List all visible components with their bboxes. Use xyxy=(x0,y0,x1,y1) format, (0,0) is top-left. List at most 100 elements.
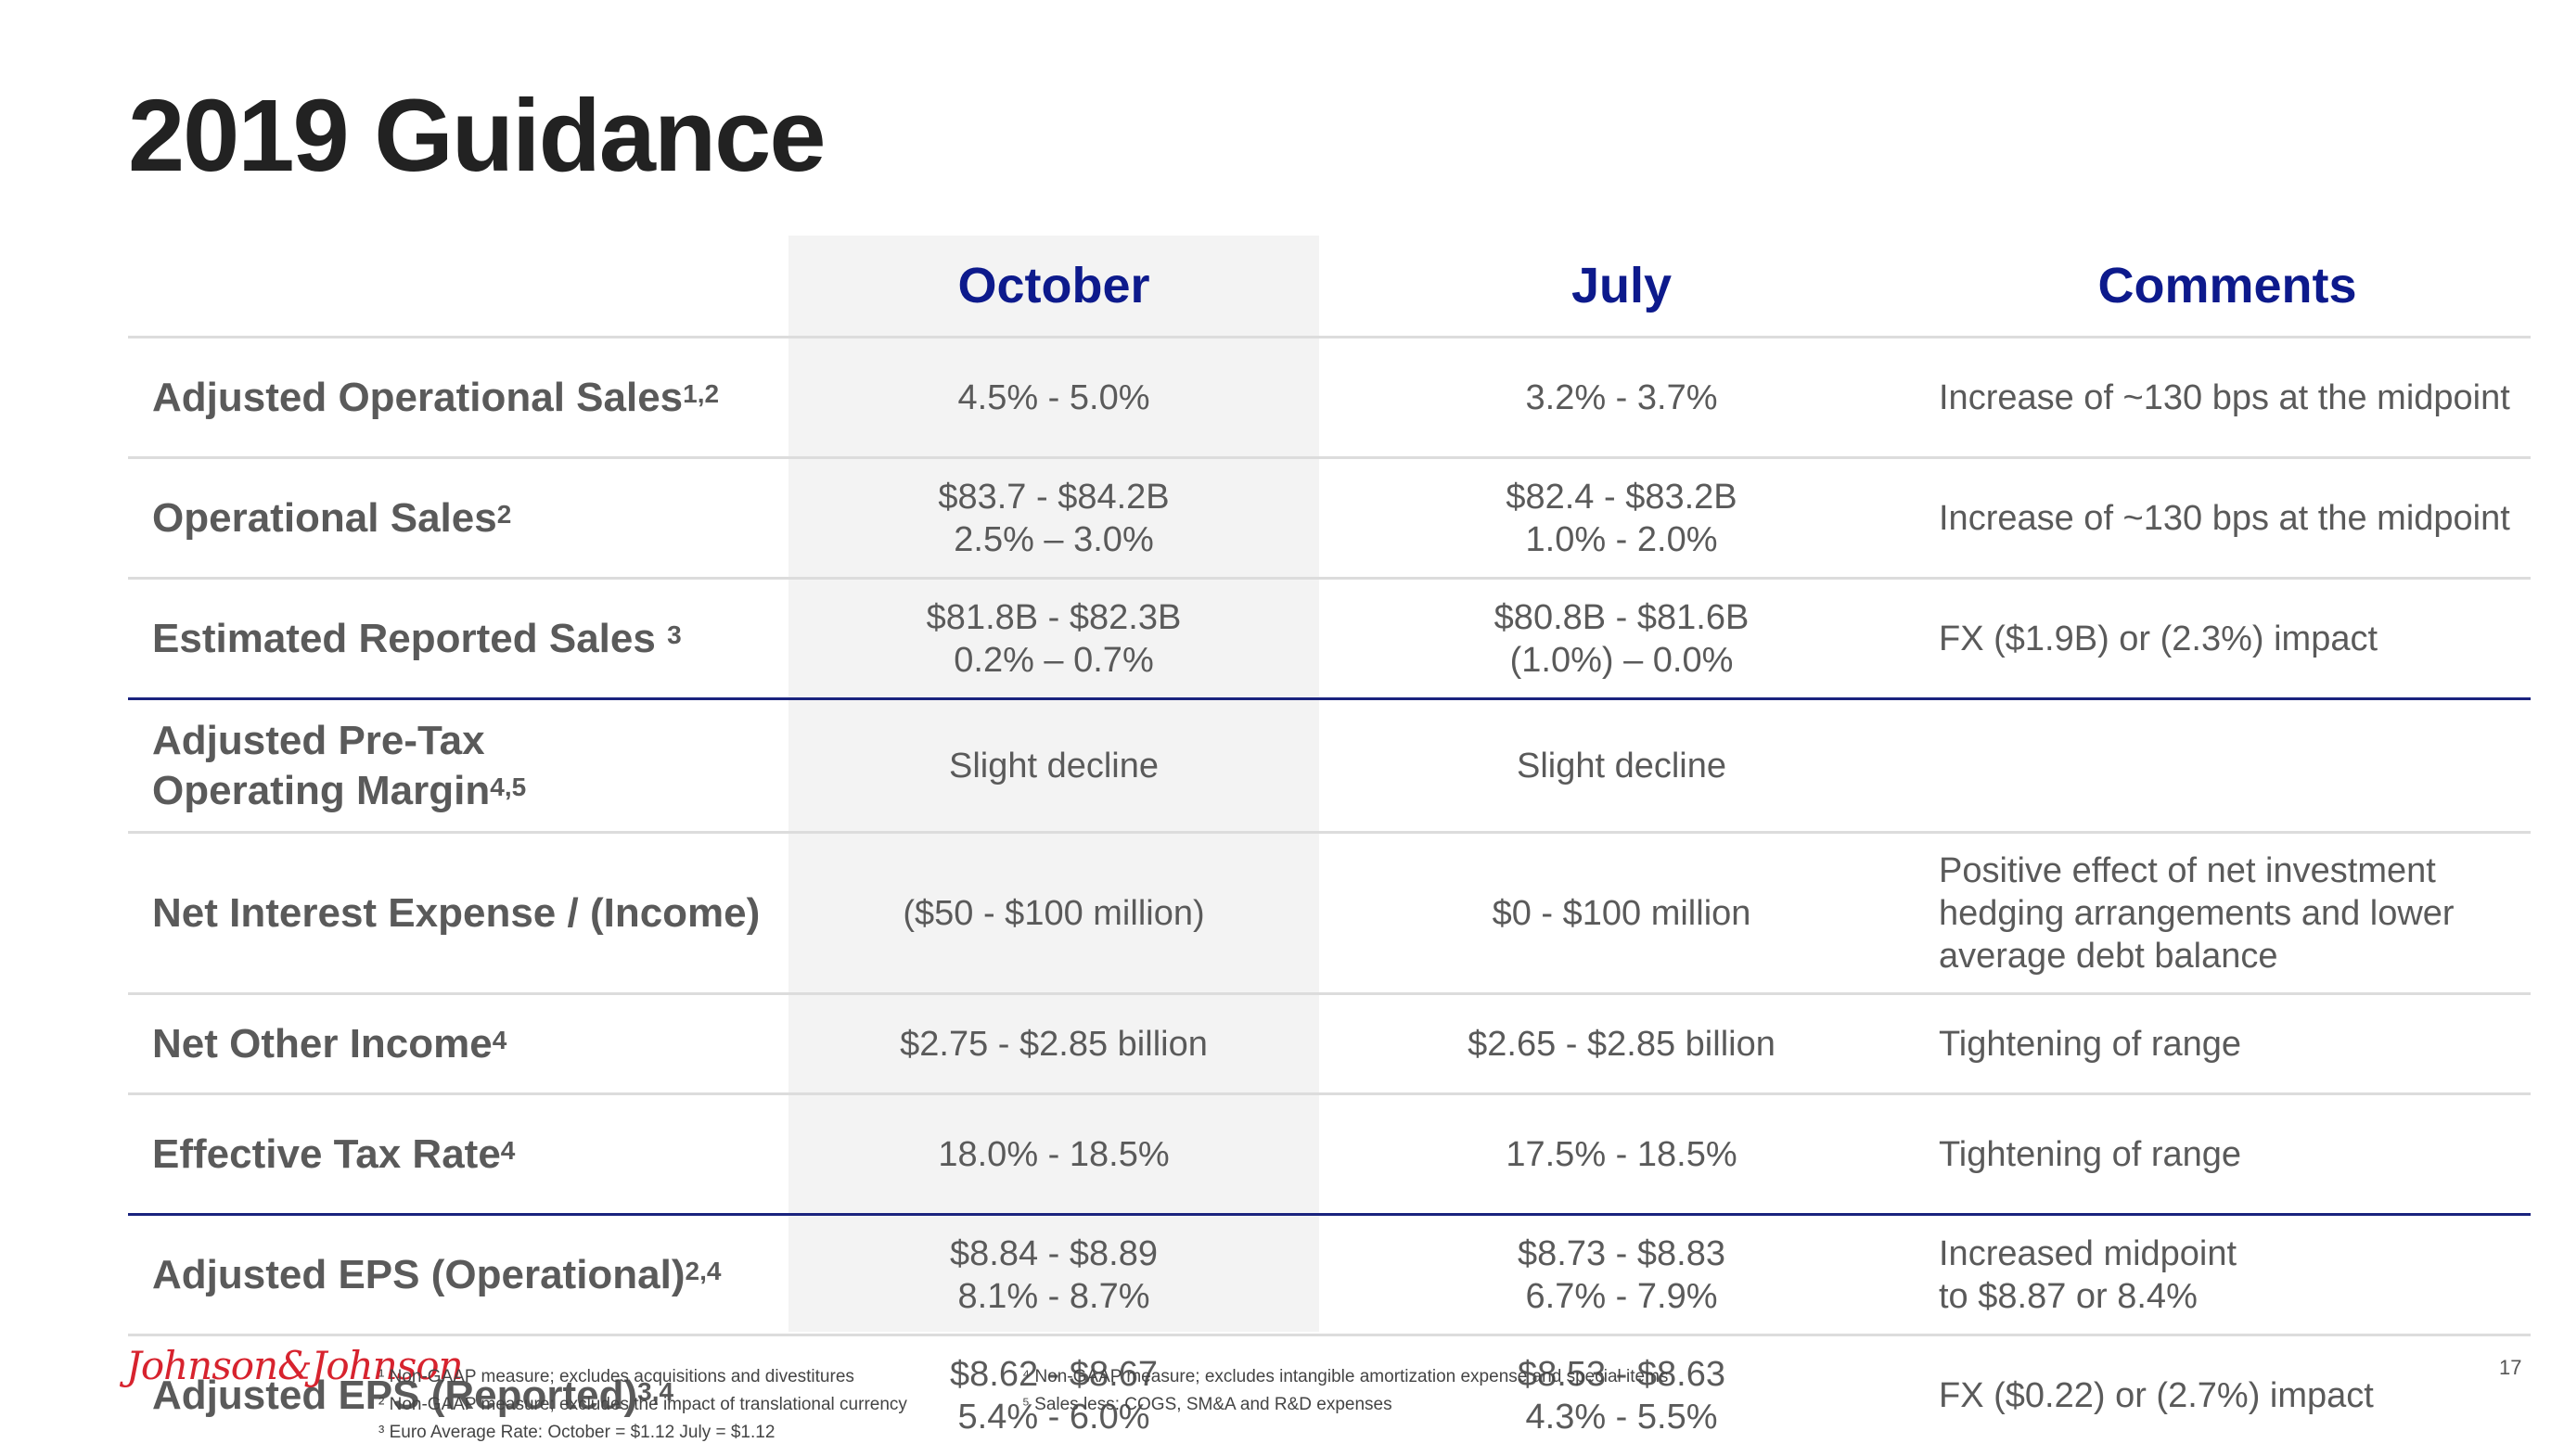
october-value: $2.75 - $2.85 billion xyxy=(900,1024,1208,1064)
october-value: Slight decline xyxy=(948,746,1160,785)
table-row: Adjusted Pre-Tax Operating Margin4,5 Sligh… xyxy=(128,698,2531,834)
october-value: 0.2% – 0.7% xyxy=(954,640,1154,680)
october-value: 2.5% – 3.0% xyxy=(954,519,1154,559)
footnote-marker: 2 xyxy=(496,499,512,529)
guidance-table: October July Comments Adjusted Operation… xyxy=(128,236,2531,1456)
july-value: 4.3% - 5.5% xyxy=(1525,1398,1718,1437)
october-value-cell: 4.5% - 5.0% xyxy=(788,337,1319,459)
footnote: ⁴ Non-GAAP measure; excludes intangible … xyxy=(1022,1367,1669,1386)
footnote: ⁵ Sales less: COGS, SM&A and R&D expense… xyxy=(1022,1395,1392,1414)
july-value-cell: $80.8B - $81.6B (1.0%) – 0.0% xyxy=(1319,578,1924,700)
footnotes-left: ¹ Non-GAAP measure; excludes acquisition… xyxy=(378,1363,907,1447)
page-title: 2019 Guidance xyxy=(128,79,826,193)
row-label: Adjusted Pre-Tax Operating Margin4,5 xyxy=(128,698,788,834)
comment: Positive effect of net investment xyxy=(1939,850,2436,890)
comment-cell: Tightening of range xyxy=(1924,993,2531,1095)
footnote-marker: 2,4 xyxy=(685,1256,722,1285)
july-value-cell: 3.2% - 3.7% xyxy=(1319,337,1924,459)
july-value-cell: $0 - $100 million xyxy=(1319,832,1924,995)
row-label-text: Effective Tax Rate xyxy=(152,1130,501,1177)
july-value-cell: $82.4 - $83.2B 1.0% - 2.0% xyxy=(1319,457,1924,580)
october-value-cell: $83.7 - $84.2B 2.5% – 3.0% xyxy=(788,457,1319,580)
comment: FX ($0.22) or (2.7%) impact xyxy=(1939,1376,2374,1416)
july-value-cell: $8.53 - $8.63 4.3% - 5.5% xyxy=(1319,1335,1924,1456)
row-label: Net Other Income4 xyxy=(128,993,788,1095)
comment-cell: Increased midpoint to $8.87 or 8.4% xyxy=(1924,1214,2531,1336)
october-value: 4.5% - 5.0% xyxy=(957,377,1150,417)
footnote-marker: 4,5 xyxy=(490,772,527,801)
july-value-cell: 17.5% - 18.5% xyxy=(1319,1093,1924,1216)
table-row: Adjusted EPS (Operational)2,4 $8.84 - $8.… xyxy=(128,1214,2531,1336)
table-body: Adjusted Operational Sales1,2 4.5% - 5.0%… xyxy=(128,337,2531,1456)
table-row: Net Other Income4 $2.75 - $2.85 billion $2… xyxy=(128,993,2531,1095)
header-october: October xyxy=(788,236,1319,338)
footnote-marker: 1,2 xyxy=(683,378,720,408)
july-value: (1.0%) – 0.0% xyxy=(1509,640,1734,680)
table-row: Adjusted Operational Sales1,2 4.5% - 5.0%… xyxy=(128,337,2531,459)
october-value-cell: Slight decline xyxy=(788,698,1319,834)
october-value: 18.0% - 18.5% xyxy=(938,1134,1170,1174)
table-row: Operational Sales2 $83.7 - $84.2B 2.5% – 3… xyxy=(128,457,2531,580)
row-label-line: Operating Margin4,5 xyxy=(152,766,788,816)
comment: Increase of ~130 bps at the midpoint xyxy=(1939,498,2510,538)
row-label-text: Estimated Reported Sales xyxy=(152,615,656,661)
october-value: $8.84 - $8.89 xyxy=(950,1233,1158,1273)
footnote: ¹ Non-GAAP measure; excludes acquisition… xyxy=(378,1367,854,1386)
july-value: $82.4 - $83.2B xyxy=(1506,477,1737,517)
october-value-cell: $8.62 - $8.67 5.4% - 6.0% xyxy=(788,1335,1319,1456)
july-value: $8.53 - $8.63 xyxy=(1518,1355,1725,1395)
comment-cell: Increase of ~130 bps at the midpoint xyxy=(1924,457,2531,580)
page-number: 17 xyxy=(2499,1356,2522,1379)
row-label-text: Net Interest Expense / (Income) xyxy=(152,889,761,936)
comment-cell: FX ($1.9B) or (2.3%) impact xyxy=(1924,578,2531,700)
company-logo: Johnson&Johnson xyxy=(126,1343,464,1388)
comment-cell: Positive effect of net investment hedging… xyxy=(1924,832,2531,995)
row-label-text: Net Other Income xyxy=(152,1020,493,1066)
footnote: ² Non-GAAP measure; excludes the impact … xyxy=(378,1395,907,1414)
october-value: $8.62 - $8.67 xyxy=(950,1355,1158,1395)
footnote-marker: 4 xyxy=(492,1025,507,1054)
comment: to $8.87 or 8.4% xyxy=(1939,1276,2198,1316)
october-value-cell: ($50 - $100 million) xyxy=(788,832,1319,995)
row-label: Operational Sales2 xyxy=(128,457,788,580)
comment-cell: FX ($0.22) or (2.7%) impact xyxy=(1924,1335,2531,1456)
row-label: Effective Tax Rate4 xyxy=(128,1093,788,1216)
october-value: $83.7 - $84.2B xyxy=(938,477,1170,517)
footnote-marker: 3,4 xyxy=(637,1377,674,1407)
july-value: 3.2% - 3.7% xyxy=(1525,377,1718,417)
header-comments: Comments xyxy=(1924,236,2531,338)
july-value: $2.65 - $2.85 billion xyxy=(1468,1024,1776,1064)
row-label-text: Adjusted EPS (Operational) xyxy=(152,1251,686,1297)
table-row: Effective Tax Rate4 18.0% - 18.5% 17.5% - … xyxy=(128,1093,2531,1216)
table-row: Net Interest Expense / (Income) ($50 - $1… xyxy=(128,832,2531,995)
october-value: 5.4% - 6.0% xyxy=(957,1398,1150,1437)
october-value: ($50 - $100 million) xyxy=(903,893,1205,933)
october-value: 8.1% - 8.7% xyxy=(957,1276,1150,1316)
row-label-line: Adjusted Pre-Tax xyxy=(152,717,485,763)
july-value: 6.7% - 7.9% xyxy=(1525,1276,1718,1316)
row-label: Adjusted EPS (Reported)3,4 xyxy=(128,1335,788,1456)
row-label-text: Operating Margin xyxy=(152,767,491,813)
row-label: Adjusted EPS (Operational)2,4 xyxy=(128,1214,788,1336)
july-value: Slight decline xyxy=(1516,746,1727,785)
comment: Increase of ~130 bps at the midpoint xyxy=(1939,377,2510,417)
row-label-text: Adjusted EPS (Reported) xyxy=(152,1373,638,1419)
october-value-cell: $8.84 - $8.89 8.1% - 8.7% xyxy=(788,1214,1319,1336)
comment: average debt balance xyxy=(1939,936,2278,976)
comment: hedging arrangements and lower xyxy=(1939,893,2455,933)
footnote: ³ Euro Average Rate: October = $1.12 Jul… xyxy=(378,1423,776,1442)
footnote-marker: 3 xyxy=(667,619,682,649)
comment: FX ($1.9B) or (2.3%) impact xyxy=(1939,619,2378,658)
comment: Tightening of range xyxy=(1939,1024,2242,1064)
october-value-cell: $2.75 - $2.85 billion xyxy=(788,993,1319,1095)
october-value: $81.8B - $82.3B xyxy=(926,597,1182,637)
july-value: 1.0% - 2.0% xyxy=(1525,519,1718,559)
comment: Tightening of range xyxy=(1939,1134,2242,1174)
row-label-text: Adjusted Operational Sales xyxy=(152,374,684,420)
comment-cell: Increase of ~130 bps at the midpoint xyxy=(1924,337,2531,459)
header-row: October July Comments xyxy=(128,236,2531,338)
header-july: July xyxy=(1319,236,1924,338)
july-value-cell: $2.65 - $2.85 billion xyxy=(1319,993,1924,1095)
table-row: Adjusted EPS (Reported)3,4 $8.62 - $8.67 5… xyxy=(128,1335,2531,1456)
july-value: 17.5% - 18.5% xyxy=(1506,1134,1737,1174)
